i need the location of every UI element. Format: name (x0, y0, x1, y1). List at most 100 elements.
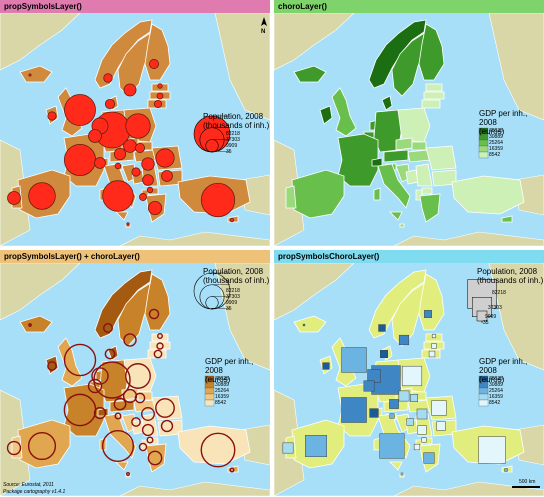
population-symbol (156, 342, 164, 350)
population-square (406, 418, 414, 426)
country-lv (423, 91, 445, 100)
map-prop-symbols-choro (274, 262, 544, 496)
population-symbol (125, 363, 151, 389)
country-tr (451, 175, 525, 215)
population-square (379, 433, 405, 459)
legend-color-box (478, 151, 489, 159)
population-symbol (28, 323, 32, 327)
scale-label: 500 km (519, 479, 536, 485)
panel-title: propSymbolsChoroLayer() (274, 250, 544, 263)
population-square (363, 380, 375, 392)
population-symbol (47, 361, 57, 371)
country-it (103, 413, 137, 459)
population-symbol (138, 442, 148, 452)
scale-bar (512, 486, 540, 488)
population-square (421, 437, 427, 443)
land-outside-area (274, 12, 355, 71)
population-symbol (101, 429, 135, 463)
country-fr (337, 133, 379, 187)
population-symbol (102, 322, 114, 334)
legend-value: 25264 (489, 388, 503, 394)
land-outside-area (274, 262, 355, 321)
population-square (410, 394, 418, 402)
country-gr (145, 443, 167, 473)
legend-title-gdp: GDP per inh., 2008 (euros) (479, 109, 528, 136)
legend-color-box (204, 399, 215, 407)
legend-title-population: Population, 2008 (thousands of inh.) (203, 267, 270, 285)
country-ro (425, 145, 457, 171)
map-choro (274, 12, 544, 246)
legend-value: 8542 (489, 400, 501, 406)
population-symbol (113, 397, 127, 411)
population-square (416, 408, 428, 420)
panel-prop-symbols: propSymbolsLayer() Population, 2008 (thou… (0, 0, 270, 246)
population-square (424, 310, 432, 318)
country-uk (331, 87, 357, 137)
population-symbol (229, 217, 235, 223)
population-symbol (134, 392, 146, 404)
population-square (380, 350, 388, 358)
legend-square (481, 321, 483, 323)
population-symbol (134, 142, 146, 154)
population-symbol (200, 432, 236, 468)
population-symbol (123, 333, 137, 347)
population-symbol (64, 94, 96, 126)
population-square (431, 333, 437, 339)
country-at (383, 149, 409, 163)
land-outside-area (0, 262, 81, 321)
legend-value: 37303 (226, 137, 240, 143)
country-ee (425, 83, 443, 92)
legend-value: 8542 (489, 152, 501, 158)
population-square (341, 347, 367, 373)
population-symbol (6, 440, 22, 456)
land-outside-area (488, 12, 544, 121)
country-tr (177, 425, 251, 465)
land-outside-area (0, 12, 81, 71)
country-dk (381, 95, 393, 111)
legend-value: 78035 (489, 376, 503, 382)
north-arrow-icon (261, 17, 267, 26)
population-square (389, 413, 395, 419)
legend-value: 16359 (489, 394, 503, 400)
legend-color-box (478, 399, 489, 407)
country-pl (397, 107, 431, 143)
population-symbol (103, 73, 113, 83)
population-square (504, 468, 508, 472)
land-outside-area (488, 262, 544, 371)
population-square (378, 324, 386, 332)
legend-value: 78035 (215, 376, 229, 382)
legend-value: 78035 (489, 128, 503, 134)
legend-title-gdp: GDP per inh., 2008 (euros) (479, 357, 528, 384)
land-outside-area (0, 481, 270, 496)
land-outside-area (214, 12, 270, 121)
source-note: Source: Eurostat, 2011 (3, 482, 54, 488)
population-symbol (27, 431, 57, 461)
population-symbol (229, 467, 235, 473)
population-symbol (157, 83, 163, 89)
country-lt (421, 99, 441, 109)
population-symbol (131, 167, 141, 177)
population-symbol (63, 143, 97, 177)
panel-prop-symbols-choro: propSymbolsChoroLayer() Population, 2008… (274, 250, 544, 496)
population-symbol (156, 92, 164, 100)
population-symbol (87, 378, 103, 394)
legend-value: 9909 (226, 143, 238, 149)
country-mt (399, 223, 405, 228)
panel-title: choroLayer() (274, 0, 544, 13)
population-symbol (104, 98, 116, 110)
population-symbol (142, 174, 154, 186)
population-symbol (7, 191, 21, 205)
legend-value: 16359 (489, 146, 503, 152)
population-square (436, 421, 446, 431)
legend-color-box (478, 139, 489, 147)
population-symbol (149, 59, 159, 69)
population-symbol (160, 419, 174, 433)
population-symbol (125, 113, 151, 139)
legend-value: 25264 (215, 388, 229, 394)
country-sard (373, 437, 381, 451)
population-symbol (148, 308, 160, 320)
country-mk (421, 187, 433, 195)
country-es (291, 169, 345, 219)
country-ie (319, 105, 333, 125)
